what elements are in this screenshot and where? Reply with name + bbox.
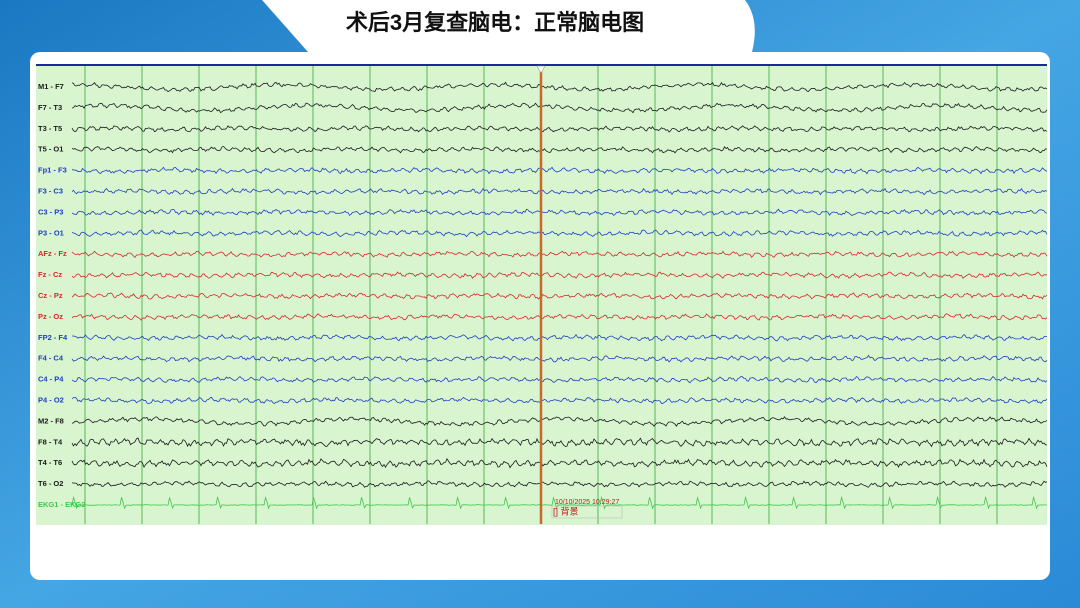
channel-label: M2 - F8 — [38, 416, 64, 425]
channel-label: T4 - T6 — [38, 458, 62, 467]
channel-label: Fp1 - F3 — [38, 166, 67, 175]
channel-label: Cz - Pz — [38, 291, 63, 300]
eeg-trace — [71, 145, 1048, 154]
eeg-trace — [71, 102, 1048, 114]
eeg-trace — [71, 375, 1048, 384]
eeg-trace — [71, 250, 1048, 259]
title-tab — [262, 0, 755, 52]
eeg-trace — [71, 495, 1048, 510]
channel-label: F3 - C3 — [38, 186, 63, 195]
eeg-traces: M1 - F7 F7 - T3 T3 - T5 T5 - O1 Fp1 - F3 F3 -… — [38, 81, 1048, 510]
eeg-trace — [71, 437, 1048, 448]
channel-label: T3 - T5 — [38, 124, 62, 133]
eeg-trace — [71, 457, 1048, 469]
channel-label: P3 - O1 — [38, 228, 64, 237]
channel-label: F7 - T3 — [38, 103, 62, 112]
eeg-trace — [71, 208, 1048, 216]
eeg-trace — [71, 354, 1048, 363]
eeg-trace — [71, 396, 1048, 405]
slide-title: 术后3月复查脑电：正常脑电图 — [346, 10, 644, 35]
channel-label: Pz - Oz — [38, 312, 63, 321]
eeg-trace — [72, 166, 1048, 175]
channel-label: T6 - O2 — [38, 479, 63, 488]
eeg-trace — [71, 416, 1048, 427]
eeg-trace — [71, 187, 1048, 196]
channel-label: P4 - O2 — [38, 395, 64, 404]
cursor-handle — [536, 65, 546, 74]
channel-label: Fz - Cz — [38, 270, 62, 279]
eeg-trace — [71, 271, 1047, 279]
eeg-trace — [71, 125, 1048, 133]
channel-label: T5 - O1 — [38, 145, 63, 154]
eeg-trace — [71, 480, 1048, 488]
channel-label: F8 - T4 — [38, 437, 63, 446]
eeg-trace — [71, 229, 1048, 238]
marker-timestamp: 10/10/2025 10:29:27 — [555, 499, 619, 506]
eeg-trace — [71, 313, 1048, 321]
channel-label: FP2 - F4 — [38, 333, 68, 342]
channel-label: AFz - Fz — [38, 249, 67, 258]
channel-label: F4 - C4 — [38, 354, 64, 363]
eeg-trace — [71, 292, 1048, 300]
marker-box — [551, 505, 623, 519]
channel-label: C3 - P3 — [38, 207, 63, 216]
channel-label: C4 - P4 — [38, 375, 64, 384]
eeg-trace — [71, 333, 1048, 342]
channel-label: M1 - F7 — [38, 82, 64, 91]
channel-label: EKG1 - EKG2 — [38, 500, 86, 509]
eeg-trace — [71, 81, 1048, 93]
marker-label: [] 背景 — [553, 505, 579, 516]
